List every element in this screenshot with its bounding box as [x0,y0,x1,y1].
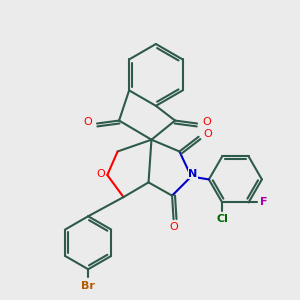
Text: F: F [260,197,268,207]
Text: O: O [202,117,211,127]
Text: O: O [97,169,105,178]
Text: O: O [204,129,212,140]
Text: Br: Br [81,281,95,291]
Text: O: O [83,117,92,127]
Text: Cl: Cl [216,214,228,224]
Text: O: O [169,222,178,233]
Text: N: N [188,169,197,178]
